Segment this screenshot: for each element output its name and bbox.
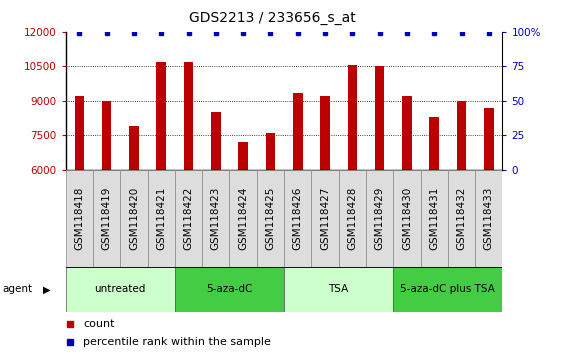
Bar [293, 93, 303, 170]
Text: GSM118433: GSM118433 [484, 187, 494, 250]
Bar [393, 170, 421, 267]
Bar [211, 113, 220, 170]
Text: GSM118424: GSM118424 [238, 187, 248, 250]
Text: GSM118430: GSM118430 [402, 187, 412, 250]
Bar [448, 170, 475, 267]
Bar [202, 170, 230, 267]
Text: GSM118428: GSM118428 [347, 187, 357, 250]
Text: GSM118418: GSM118418 [74, 187, 85, 250]
Text: percentile rank within the sample: percentile rank within the sample [83, 337, 271, 347]
Text: TSA: TSA [328, 284, 349, 295]
Bar [66, 267, 175, 312]
Bar [66, 170, 93, 267]
Bar [366, 170, 393, 267]
Bar [175, 170, 202, 267]
Bar [266, 133, 275, 170]
Text: GSM118429: GSM118429 [375, 187, 385, 250]
Bar [320, 96, 330, 170]
Text: GDS2213 / 233656_s_at: GDS2213 / 233656_s_at [189, 11, 356, 25]
Text: count: count [83, 319, 115, 329]
Text: GSM118422: GSM118422 [183, 187, 194, 250]
Bar [457, 101, 467, 170]
Bar [93, 170, 120, 267]
Text: untreated: untreated [95, 284, 146, 295]
Bar [375, 67, 384, 170]
Bar [339, 170, 366, 267]
Text: 5-aza-dC plus TSA: 5-aza-dC plus TSA [400, 284, 495, 295]
Bar [311, 170, 339, 267]
Text: GSM118432: GSM118432 [457, 187, 467, 250]
Text: GSM118425: GSM118425 [266, 187, 275, 250]
Bar [129, 126, 139, 170]
Bar [175, 267, 284, 312]
Bar [102, 101, 111, 170]
Bar [238, 142, 248, 170]
Text: GSM118427: GSM118427 [320, 187, 330, 250]
Bar [402, 96, 412, 170]
Bar [484, 108, 493, 170]
Bar [429, 117, 439, 170]
Bar [257, 170, 284, 267]
Bar [348, 65, 357, 170]
Bar [393, 267, 502, 312]
Bar [284, 267, 393, 312]
Text: 5-aza-dC: 5-aza-dC [206, 284, 252, 295]
Bar [147, 170, 175, 267]
Text: agent: agent [3, 284, 33, 295]
Text: GSM118421: GSM118421 [156, 187, 166, 250]
Bar [475, 170, 502, 267]
Bar [184, 62, 194, 170]
Text: GSM118420: GSM118420 [129, 187, 139, 250]
Bar [75, 96, 84, 170]
Text: GSM118426: GSM118426 [293, 187, 303, 250]
Text: GSM118419: GSM118419 [102, 187, 111, 250]
Bar [120, 170, 147, 267]
Bar [230, 170, 257, 267]
Text: GSM118431: GSM118431 [429, 187, 439, 250]
Bar [421, 170, 448, 267]
Bar [156, 62, 166, 170]
Text: GSM118423: GSM118423 [211, 187, 221, 250]
Text: ▶: ▶ [43, 284, 50, 295]
Bar [284, 170, 311, 267]
